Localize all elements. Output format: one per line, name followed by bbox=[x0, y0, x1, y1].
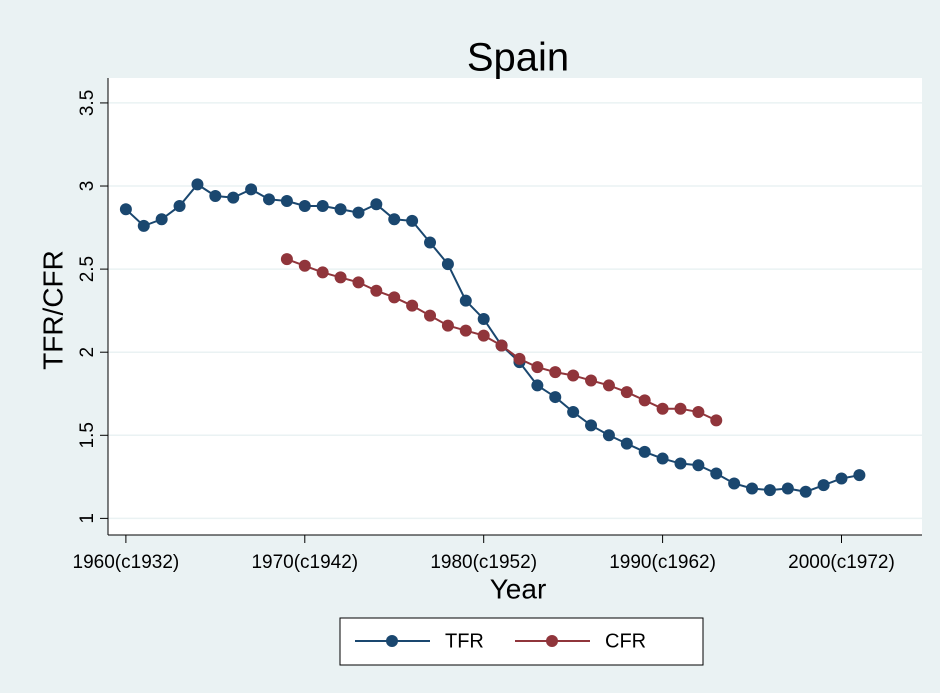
point bbox=[817, 479, 830, 492]
x-tick-label: 1980(c1952) bbox=[430, 552, 537, 573]
point bbox=[227, 191, 240, 204]
point bbox=[424, 236, 437, 249]
point bbox=[352, 206, 365, 219]
point bbox=[316, 199, 329, 212]
point bbox=[585, 374, 598, 387]
point bbox=[549, 391, 562, 404]
point bbox=[334, 271, 347, 284]
point bbox=[424, 309, 437, 322]
point bbox=[370, 284, 383, 297]
point bbox=[567, 406, 580, 419]
point bbox=[656, 402, 669, 415]
point bbox=[280, 253, 293, 266]
point bbox=[602, 429, 615, 442]
point bbox=[280, 194, 293, 207]
point bbox=[781, 482, 794, 495]
point bbox=[173, 199, 186, 212]
point bbox=[620, 386, 633, 399]
point bbox=[352, 276, 365, 289]
point bbox=[585, 419, 598, 432]
point bbox=[137, 219, 150, 232]
point bbox=[674, 457, 687, 470]
point bbox=[459, 324, 472, 337]
point bbox=[531, 379, 544, 392]
point bbox=[477, 329, 490, 342]
point bbox=[799, 485, 812, 498]
point bbox=[119, 203, 132, 216]
x-tick-label: 1990(c1962) bbox=[609, 552, 716, 573]
legend-marker bbox=[546, 635, 558, 647]
legend-label: CFR bbox=[605, 630, 646, 652]
point bbox=[406, 299, 419, 312]
point bbox=[370, 198, 383, 211]
point bbox=[656, 452, 669, 465]
point bbox=[728, 477, 741, 490]
y-tick-label: 1 bbox=[77, 513, 98, 524]
x-tick-label: 1970(c1942) bbox=[251, 552, 358, 573]
x-tick-label: 2000(c1972) bbox=[788, 552, 895, 573]
point bbox=[441, 258, 454, 271]
point bbox=[209, 189, 222, 202]
point bbox=[746, 482, 759, 495]
point bbox=[459, 294, 472, 307]
point bbox=[298, 259, 311, 272]
point bbox=[692, 459, 705, 472]
point bbox=[245, 183, 258, 196]
point bbox=[763, 484, 776, 497]
legend-label: TFR bbox=[445, 630, 484, 652]
point bbox=[298, 199, 311, 212]
y-tick-label: 2.5 bbox=[77, 256, 98, 282]
point bbox=[638, 394, 651, 407]
point bbox=[406, 214, 419, 227]
point bbox=[388, 291, 401, 304]
point bbox=[602, 379, 615, 392]
y-tick-label: 3.5 bbox=[77, 90, 98, 116]
y-axis-title: TFR/CFR bbox=[37, 250, 68, 370]
point bbox=[835, 472, 848, 485]
point bbox=[441, 319, 454, 332]
point bbox=[710, 414, 723, 427]
point bbox=[567, 369, 580, 382]
legend-marker bbox=[386, 635, 398, 647]
point bbox=[513, 352, 526, 365]
point bbox=[710, 467, 723, 480]
plot-area bbox=[108, 78, 922, 535]
point bbox=[263, 193, 276, 206]
point bbox=[388, 213, 401, 226]
y-tick-label: 2 bbox=[77, 347, 98, 358]
point bbox=[316, 266, 329, 279]
x-tick-label: 1960(c1932) bbox=[73, 552, 180, 573]
point bbox=[620, 437, 633, 450]
point bbox=[531, 361, 544, 374]
y-tick-label: 1.5 bbox=[77, 422, 98, 448]
point bbox=[477, 312, 490, 325]
y-tick-label: 3 bbox=[77, 181, 98, 192]
point bbox=[853, 469, 866, 482]
point bbox=[674, 402, 687, 415]
point bbox=[191, 178, 204, 191]
point bbox=[638, 445, 651, 458]
point bbox=[155, 213, 168, 226]
point bbox=[334, 203, 347, 216]
x-axis-title: Year bbox=[490, 573, 547, 604]
chart-title: Spain bbox=[467, 36, 569, 80]
point bbox=[692, 406, 705, 419]
point bbox=[549, 366, 562, 379]
point bbox=[495, 339, 508, 352]
